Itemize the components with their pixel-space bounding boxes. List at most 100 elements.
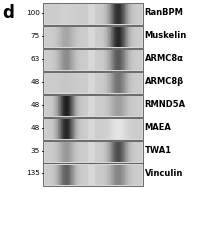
Bar (123, 4, 124, 24)
Bar (105, 73, 106, 93)
Bar (127, 165, 128, 185)
Bar (66, 142, 67, 162)
Bar (115, 119, 116, 139)
Bar (51, 119, 52, 139)
Bar (134, 73, 135, 93)
Bar (117, 142, 118, 162)
Bar (82, 4, 83, 24)
Bar (131, 4, 132, 24)
Bar (73, 4, 74, 24)
Bar (107, 142, 108, 162)
Bar (71, 4, 72, 24)
Bar (123, 119, 124, 139)
Bar (120, 96, 121, 116)
Bar (71, 165, 72, 185)
Bar (123, 96, 124, 116)
Bar (87, 50, 88, 70)
Bar (54, 27, 55, 47)
Bar (73, 96, 74, 116)
Bar (102, 73, 103, 93)
Bar (46, 73, 47, 93)
Bar (131, 119, 132, 139)
Bar (82, 142, 83, 162)
Bar (113, 119, 114, 139)
Bar (116, 165, 117, 185)
Bar (82, 119, 83, 139)
Bar (76, 96, 77, 116)
Bar (86, 27, 87, 47)
Bar (127, 27, 128, 47)
Bar (118, 119, 119, 139)
Bar (123, 50, 124, 70)
Bar (138, 96, 139, 116)
Bar (119, 50, 120, 70)
Bar (123, 142, 124, 162)
Bar (63, 119, 64, 139)
Bar (140, 142, 141, 162)
Bar (114, 142, 115, 162)
Bar (112, 165, 113, 185)
Bar (53, 165, 54, 185)
Bar (107, 165, 108, 185)
Bar (128, 142, 129, 162)
Bar (97, 119, 98, 139)
Bar (65, 119, 66, 139)
Bar (111, 73, 112, 93)
Bar (108, 119, 109, 139)
Bar (136, 119, 137, 139)
Bar (119, 4, 120, 24)
Bar (67, 142, 68, 162)
Bar (131, 142, 132, 162)
Bar (64, 142, 65, 162)
Bar (66, 73, 67, 93)
Bar (54, 142, 55, 162)
Bar (76, 96, 77, 116)
Bar (125, 4, 126, 24)
Bar (131, 50, 132, 70)
Bar (116, 4, 117, 24)
Bar (69, 165, 70, 185)
Bar (121, 4, 122, 24)
Bar (52, 119, 53, 139)
Bar (80, 165, 81, 185)
Bar (61, 4, 62, 24)
Bar (98, 50, 99, 70)
Bar (133, 165, 134, 185)
Bar (45, 165, 46, 185)
Bar (112, 27, 113, 47)
Bar (49, 50, 50, 70)
Bar (137, 50, 138, 70)
Bar (63, 4, 64, 24)
Bar (82, 96, 83, 116)
Bar (116, 73, 117, 93)
Bar (69, 73, 70, 93)
Bar (108, 27, 109, 47)
Bar (135, 119, 136, 139)
Bar (100, 50, 101, 70)
Bar (66, 96, 67, 116)
Bar (108, 4, 109, 24)
Bar (69, 50, 70, 70)
Bar (86, 165, 87, 185)
Bar (129, 50, 130, 70)
Bar (113, 73, 114, 93)
Bar (87, 27, 88, 47)
Bar (50, 50, 51, 70)
Bar (69, 4, 70, 24)
Bar (58, 73, 59, 93)
Bar (96, 96, 97, 116)
Bar (45, 73, 46, 93)
Bar (63, 165, 64, 185)
Bar (129, 142, 130, 162)
Bar (128, 27, 129, 47)
Bar (67, 73, 68, 93)
Bar (45, 142, 46, 162)
Bar (84, 96, 85, 116)
Bar (70, 119, 71, 139)
Bar (120, 119, 121, 139)
Bar (76, 142, 77, 162)
Bar (96, 165, 97, 185)
Bar (79, 165, 80, 185)
Bar (77, 73, 78, 93)
Bar (60, 96, 61, 116)
